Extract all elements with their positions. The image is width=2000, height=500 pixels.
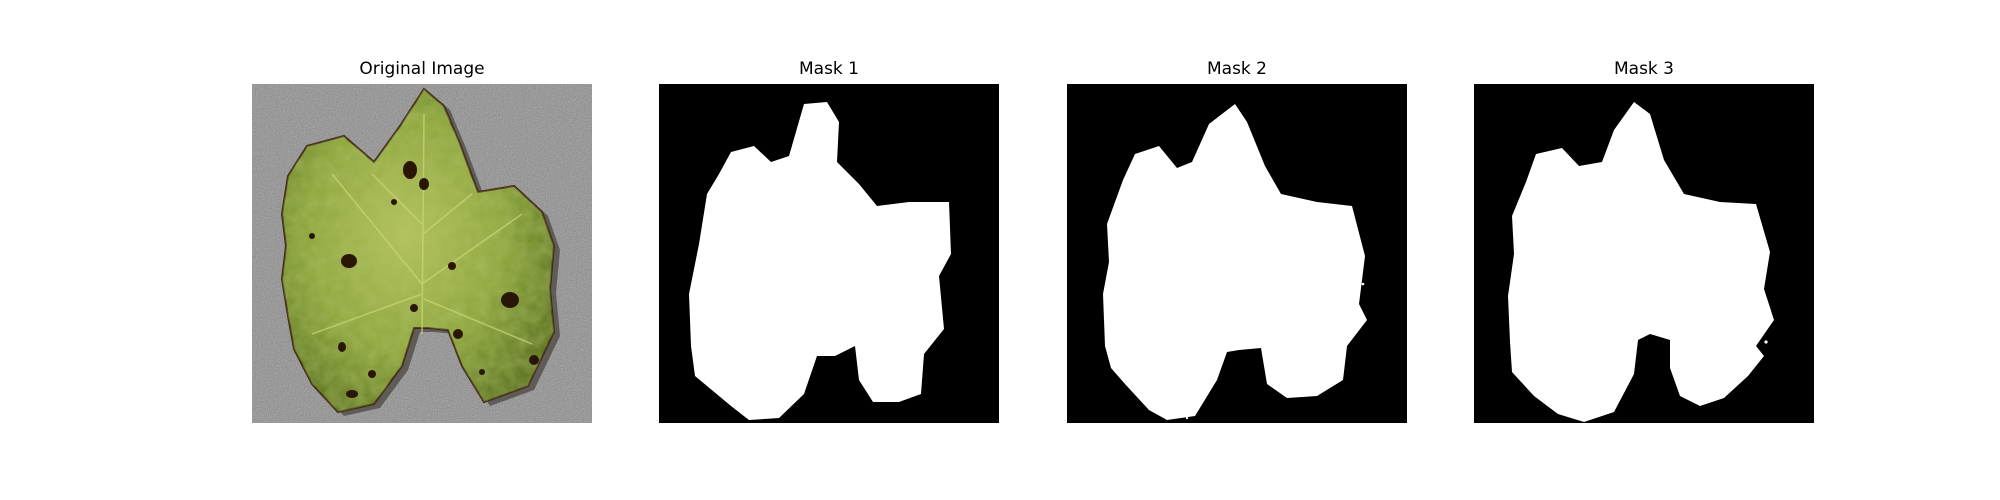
original-image — [252, 84, 592, 423]
segmentation-mask-icon — [659, 84, 999, 423]
original-image-title: Original Image — [359, 59, 485, 79]
mask-2-title: Mask 2 — [1206, 59, 1267, 79]
segmentation-mask-icon — [1474, 84, 1814, 423]
mask-3-title: Mask 3 — [1613, 59, 1674, 79]
segmentation-mask-icon — [1067, 84, 1407, 423]
mask-1-panel: Mask 1 — [659, 0, 999, 500]
mask-1-image — [659, 84, 999, 423]
mask-3-image — [1474, 84, 1814, 423]
mask-2-image — [1067, 84, 1407, 423]
mask-3-panel: Mask 3 — [1474, 0, 1814, 500]
mask-1-title: Mask 1 — [798, 59, 859, 79]
leaf-photo-icon — [252, 84, 592, 423]
original-image-panel: Original Image — [252, 0, 592, 500]
mask-2-panel: Mask 2 — [1067, 0, 1407, 500]
